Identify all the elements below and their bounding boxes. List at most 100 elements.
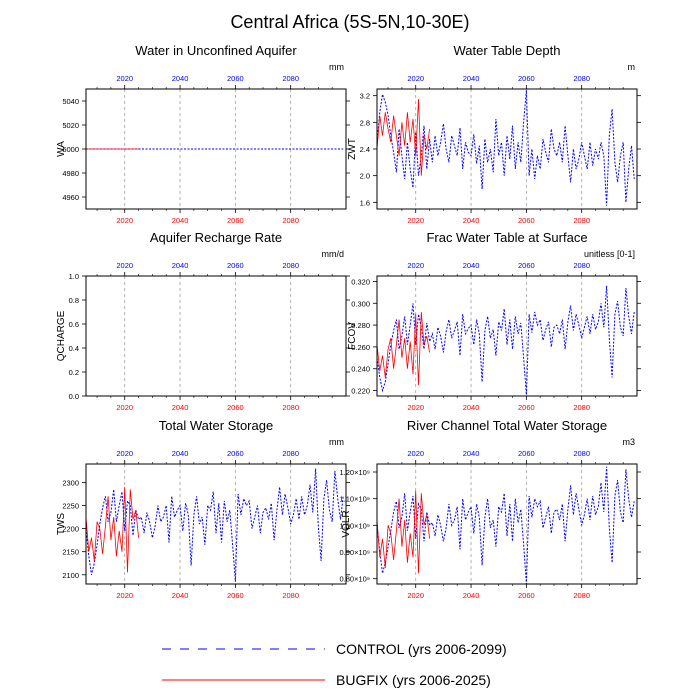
series-bugfix-line — [376, 311, 430, 386]
y-tick-label: 0.80×10⁹ — [339, 575, 370, 584]
x-tick-label-bottom: 2020 — [407, 591, 424, 600]
panel-grid: Water in Unconfined Aquifer mm 2020 2020 204… — [56, 43, 641, 600]
series-bugfix-line — [376, 98, 430, 176]
y-tick-label: 2.8 — [360, 118, 370, 127]
x-tick-label-bottom: 2020 — [116, 591, 133, 600]
y-tick-label: 5040 — [62, 97, 79, 106]
x-tick-label-bottom: 2080 — [573, 591, 590, 600]
series-control-line — [376, 466, 635, 585]
x-tick-label-top: 2040 — [463, 261, 480, 270]
panel-units: mm — [329, 437, 344, 447]
panel-title: Frac Water Table at Surface — [426, 230, 587, 245]
x-tick-label-bottom: 2020 — [116, 403, 133, 412]
y-tick-label: 2150 — [62, 548, 79, 557]
plot-frame — [85, 275, 347, 397]
y-axis-label: VOLR — [341, 510, 352, 537]
y-tick-label: 0.260 — [351, 343, 370, 352]
y-tick-label: 1.00×10⁹ — [339, 521, 370, 530]
x-tick-label-bottom: 2040 — [172, 591, 189, 600]
chart-panel-6: River Channel Total Water Storage m3 2020 2… — [339, 418, 641, 600]
y-axis-label: QCHARGE — [56, 310, 67, 361]
y-axis-label: WA — [56, 141, 67, 157]
x-tick-label-bottom: 2080 — [282, 591, 299, 600]
x-tick-label-top: 2040 — [463, 74, 480, 83]
panel-title: Water in Unconfined Aquifer — [135, 43, 297, 58]
x-tick-label-top: 2040 — [172, 261, 189, 270]
plot-frame — [376, 275, 638, 397]
y-tick-label: 1.0 — [69, 272, 79, 281]
plot-frame — [376, 463, 638, 585]
x-tick-label-bottom: 2060 — [518, 403, 535, 412]
x-tick-label-bottom: 2060 — [518, 591, 535, 600]
x-tick-label-bottom: 2020 — [407, 216, 424, 225]
y-axis-label: ZWT — [347, 138, 358, 160]
panel-units: mm — [329, 62, 344, 72]
legend: CONTROL (yrs 2006-2099) BUGFIX (yrs 2006… — [162, 641, 507, 688]
x-tick-label-top: 2060 — [518, 261, 535, 270]
panel-title: Total Water Storage — [159, 418, 273, 433]
y-tick-label: 5020 — [62, 121, 79, 130]
y-tick-label: 0.220 — [351, 387, 370, 396]
x-tick-label-bottom: 2060 — [518, 216, 535, 225]
series-control-line — [376, 90, 635, 206]
x-tick-label-bottom: 2060 — [227, 591, 244, 600]
y-tick-label: 3.2 — [360, 92, 370, 101]
y-tick-label: 0.6 — [69, 320, 79, 329]
y-tick-label: 4980 — [62, 169, 79, 178]
x-tick-label-top: 2080 — [282, 74, 299, 83]
x-tick-label-top: 2020 — [407, 74, 424, 83]
plot-frame — [376, 88, 638, 210]
panel-units: m — [628, 62, 636, 72]
x-tick-label-bottom: 2020 — [116, 216, 133, 225]
y-tick-label: 2250 — [62, 502, 79, 511]
chart-panel-3: Aquifer Recharge Rate mm/d 2020 2020 2040 204… — [56, 230, 350, 412]
y-tick-label: 1.20×10⁹ — [339, 468, 370, 477]
x-tick-label-bottom: 2080 — [282, 403, 299, 412]
y-tick-label: 2300 — [62, 478, 79, 487]
chart-panel-4: Frac Water Table at Surface unitless [0-1… — [347, 230, 641, 412]
x-tick-label-bottom: 2080 — [573, 403, 590, 412]
y-tick-label: 2.0 — [360, 172, 370, 181]
x-tick-label-bottom: 2040 — [463, 591, 480, 600]
chart-panel-5: Total Water Storage mm 2020 2020 2040 2040 206… — [56, 418, 350, 600]
y-tick-label: 2200 — [62, 525, 79, 534]
y-tick-label: 0.0 — [69, 392, 79, 401]
x-tick-label-bottom: 2040 — [172, 216, 189, 225]
panel-units: unitless [0-1] — [584, 249, 635, 259]
y-tick-label: 1.10×10⁹ — [339, 495, 370, 504]
y-axis-label: FCOV — [347, 322, 358, 350]
panel-units: m3 — [622, 437, 635, 447]
y-tick-label: 2100 — [62, 571, 79, 580]
y-tick-label: 4960 — [62, 193, 79, 202]
x-tick-label-top: 2040 — [172, 74, 189, 83]
x-tick-label-top: 2020 — [116, 449, 133, 458]
x-tick-label-bottom: 2080 — [573, 216, 590, 225]
y-tick-label: 0.4 — [69, 344, 79, 353]
plot-frame — [85, 463, 347, 585]
series-control-line — [376, 285, 635, 395]
y-tick-label: 0.320 — [351, 277, 370, 286]
x-tick-label-bottom: 2040 — [463, 216, 480, 225]
x-tick-label-bottom: 2020 — [407, 403, 424, 412]
y-tick-label: 0.2 — [69, 368, 79, 377]
x-tick-label-bottom: 2040 — [172, 403, 189, 412]
x-tick-label-top: 2080 — [282, 261, 299, 270]
x-tick-label-top: 2020 — [116, 74, 133, 83]
x-tick-label-top: 2040 — [172, 449, 189, 458]
y-tick-label: 0.280 — [351, 321, 370, 330]
figure-title: Central Africa (5S-5N,10-30E) — [230, 12, 469, 32]
x-tick-label-top: 2060 — [227, 449, 244, 458]
panel-units: mm/d — [322, 249, 345, 259]
x-tick-label-top: 2080 — [573, 449, 590, 458]
series-bugfix-line — [376, 490, 430, 574]
legend-control-label: CONTROL (yrs 2006-2099) — [336, 641, 507, 657]
series-bugfix-line — [85, 487, 139, 573]
x-tick-label-bottom: 2060 — [227, 403, 244, 412]
y-tick-label: 0.240 — [351, 365, 370, 374]
x-tick-label-bottom: 2080 — [282, 216, 299, 225]
panel-title: Aquifer Recharge Rate — [150, 230, 282, 245]
y-tick-label: 2.4 — [360, 145, 370, 154]
x-tick-label-bottom: 2040 — [463, 403, 480, 412]
y-tick-label: 0.8 — [69, 296, 79, 305]
